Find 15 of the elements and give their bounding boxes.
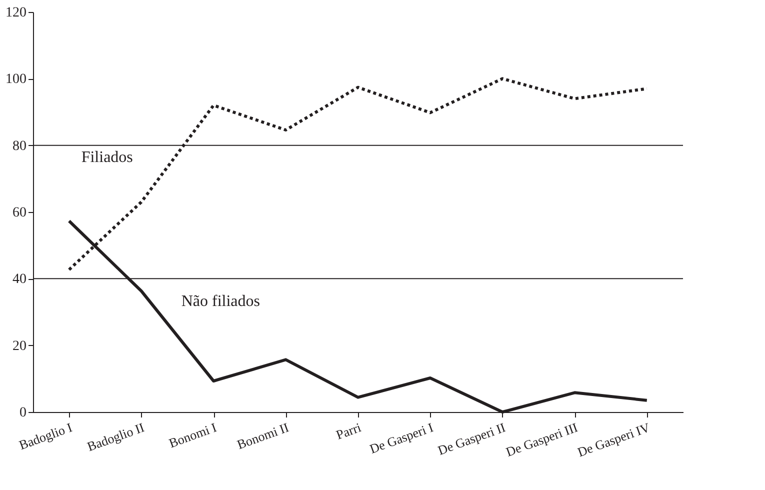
y-tick-label: 100: [6, 72, 26, 88]
y-tick-label: 120: [6, 6, 26, 20]
y-tick-label: 20: [12, 338, 26, 354]
x-tick-label: Bonomi II: [235, 420, 291, 452]
x-tick-label: Badoglio II: [85, 420, 146, 454]
x-tick-label: Badoglio I: [17, 420, 74, 453]
y-tick-label: 40: [12, 272, 26, 288]
y-tick-label: 60: [12, 206, 26, 220]
x-tick-label: Parri: [334, 419, 364, 442]
x-tick-label: Bonomi I: [166, 420, 218, 451]
x-tick-label: De Gasperi I: [368, 420, 436, 456]
series-label: Não filiados: [181, 293, 260, 310]
y-tick-label: 0: [20, 406, 26, 420]
y-tick-label: 80: [12, 138, 26, 154]
series-label: Filiados: [81, 149, 133, 166]
